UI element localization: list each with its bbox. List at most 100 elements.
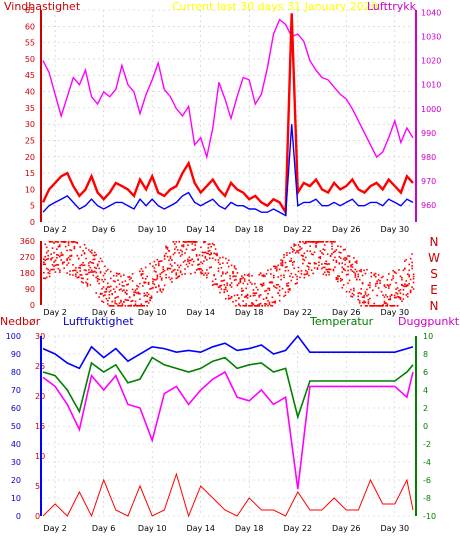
direction-point <box>85 269 87 272</box>
direction-point <box>155 263 157 266</box>
direction-point <box>70 249 73 252</box>
direction-point <box>377 279 380 281</box>
direction-point <box>313 251 316 253</box>
direction-point <box>107 268 109 271</box>
wind-x-tick-label: Day 10 <box>138 225 167 234</box>
direction-point <box>72 274 74 276</box>
direction-point <box>104 294 106 296</box>
direction-point <box>114 302 116 304</box>
direction-point <box>91 252 93 254</box>
direction-point <box>191 264 194 266</box>
direction-point <box>369 286 371 289</box>
direction-point <box>376 280 378 283</box>
direction-point <box>61 261 64 264</box>
direction-point <box>141 273 144 275</box>
direction-point <box>347 255 349 257</box>
direction-point <box>248 279 250 282</box>
direction-point <box>390 305 393 307</box>
direction-point <box>395 296 397 299</box>
direction-point <box>203 260 205 262</box>
direction-point <box>47 258 49 260</box>
wind-x-tick-label: Day 22 <box>283 225 312 234</box>
direction-point <box>191 258 194 260</box>
direction-point <box>206 274 208 276</box>
direction-point <box>104 272 106 275</box>
direction-point <box>239 281 242 284</box>
direction-point <box>310 253 313 255</box>
direction-point <box>144 301 147 303</box>
direction-point <box>134 289 137 292</box>
direction-point <box>93 258 96 261</box>
direction-point <box>280 264 282 266</box>
direction-point <box>267 300 269 302</box>
direction-point <box>125 283 128 286</box>
direction-point <box>63 267 65 269</box>
wind-y-axis: 0 5 10 15 20 25 30 35 40 45 50 55 60 65 <box>25 6 42 227</box>
direction-point <box>108 293 111 296</box>
direction-point <box>325 263 328 265</box>
direction-point <box>385 302 387 305</box>
direction-point <box>203 251 205 254</box>
direction-point <box>274 302 277 304</box>
direction-x-tick-label: Day 2 <box>43 308 66 317</box>
direction-point <box>104 291 106 293</box>
direction-point <box>325 274 328 276</box>
direction-point <box>411 267 413 270</box>
direction-point <box>134 300 137 303</box>
direction-point <box>364 293 367 295</box>
direction-point <box>216 254 218 257</box>
direction-point <box>89 266 92 269</box>
direction-point <box>258 273 261 276</box>
direction-point <box>350 265 352 268</box>
direction-point <box>396 295 399 298</box>
direction-point <box>306 250 309 252</box>
direction-point <box>393 305 396 307</box>
direction-point <box>351 266 354 268</box>
direction-point <box>69 255 71 257</box>
direction-point <box>291 264 294 266</box>
direction-point <box>131 280 134 282</box>
direction-point <box>70 241 73 243</box>
direction-point <box>283 295 285 298</box>
direction-point <box>350 288 352 291</box>
direction-tick-label: 0 <box>30 301 35 310</box>
direction-point <box>312 272 314 275</box>
direction-point <box>124 305 127 307</box>
direction-point <box>187 244 189 247</box>
direction-point <box>223 288 226 291</box>
direction-point <box>124 280 127 282</box>
direction-point <box>86 278 89 281</box>
direction-point <box>230 282 233 284</box>
direction-point <box>235 278 237 281</box>
direction-point <box>140 274 143 277</box>
direction-point <box>307 274 310 277</box>
direction-point <box>366 288 368 291</box>
direction-point <box>307 268 310 271</box>
direction-point <box>281 261 284 264</box>
direction-point <box>171 281 173 283</box>
direction-point <box>411 261 413 264</box>
direction-point <box>213 283 215 286</box>
direction-point <box>136 284 138 287</box>
direction-point <box>115 272 118 275</box>
direction-point <box>165 245 167 248</box>
direction-point <box>235 275 237 278</box>
wind-tick-label: 50 <box>25 55 35 64</box>
direction-point <box>328 263 330 265</box>
direction-point <box>268 281 271 284</box>
direction-tick-label: 360 <box>20 237 35 246</box>
direction-point <box>50 241 52 243</box>
direction-point <box>73 241 76 243</box>
direction-point <box>182 244 185 246</box>
pressure-tick-label: 990 <box>421 129 436 138</box>
direction-point <box>303 242 306 245</box>
direction-point <box>270 268 272 271</box>
direction-point <box>393 296 396 299</box>
direction-point <box>363 269 365 272</box>
humidity-x-tick-label: Day 26 <box>332 524 361 533</box>
direction-point <box>227 259 230 262</box>
direction-point <box>342 249 345 251</box>
direction-point <box>273 276 275 279</box>
direction-point <box>80 254 83 257</box>
direction-point <box>392 275 394 277</box>
